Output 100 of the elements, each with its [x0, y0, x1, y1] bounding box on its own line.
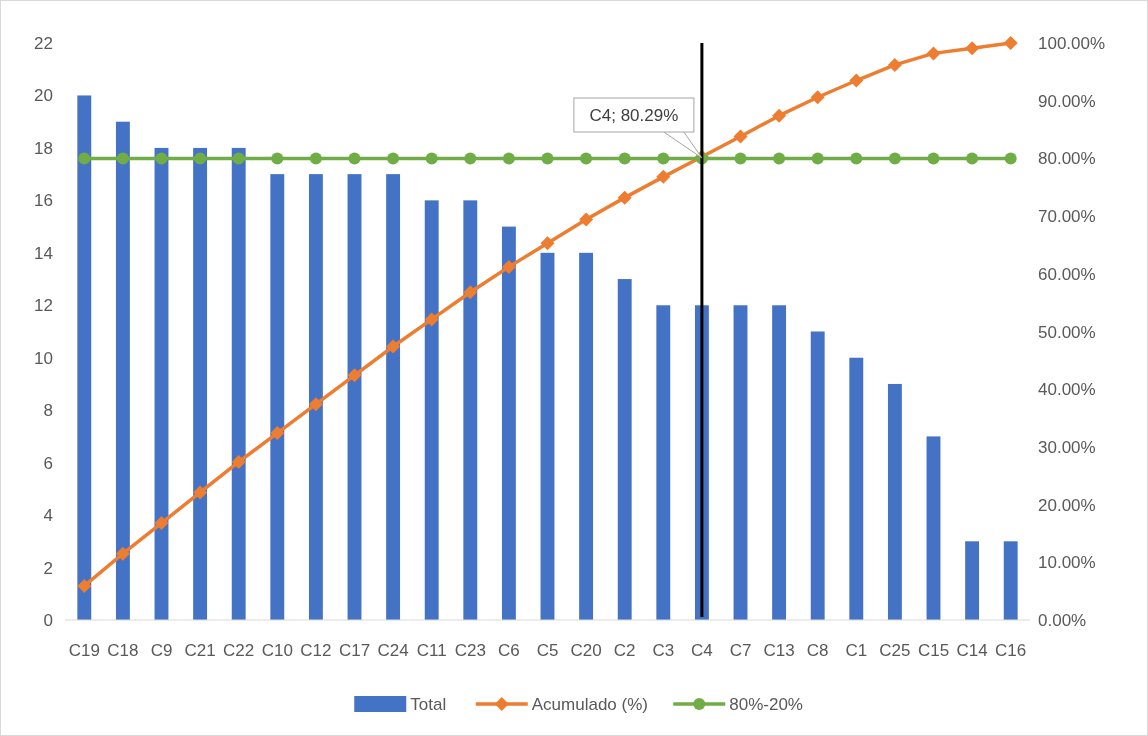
point — [231, 454, 246, 469]
y2-tick-label: 100.00% — [1038, 34, 1106, 53]
point — [502, 152, 515, 165]
bar — [733, 305, 748, 620]
y2-tick-label: 0.00% — [1038, 611, 1087, 630]
point — [424, 312, 439, 327]
point — [888, 152, 901, 165]
x-tick-label: C18 — [107, 641, 139, 660]
bar — [540, 252, 555, 620]
point — [811, 152, 824, 165]
y-tick-label: 20 — [34, 86, 53, 106]
bar — [115, 121, 130, 620]
y2-tick-label: 50.00% — [1038, 322, 1096, 342]
point — [77, 578, 92, 593]
legend-label: Total — [410, 695, 447, 714]
bar — [926, 436, 941, 620]
point — [926, 46, 941, 61]
point — [887, 57, 902, 72]
bar — [617, 279, 632, 620]
bar — [772, 305, 787, 620]
point — [193, 485, 208, 500]
x-tick-label: C23 — [454, 641, 486, 660]
point — [850, 152, 863, 165]
point — [271, 152, 284, 165]
y-tick-label: 4 — [43, 506, 53, 526]
x-tick-label: C22 — [223, 641, 255, 660]
y2-tick-label: 20.00% — [1038, 495, 1096, 515]
point — [656, 169, 671, 184]
x-tick-label: C8 — [806, 641, 829, 660]
y2-tick-label: 60.00% — [1038, 264, 1096, 284]
y-tick-label: 10 — [34, 348, 53, 368]
point — [657, 152, 670, 165]
x-tick-label: C25 — [879, 641, 911, 660]
x-tick-label: C15 — [917, 641, 950, 660]
x-tick-label: C24 — [377, 641, 409, 660]
bar — [463, 200, 478, 620]
point — [309, 152, 322, 165]
y-tick-label: 14 — [34, 243, 53, 263]
bar — [424, 200, 439, 620]
x-tick-label: C12 — [300, 641, 332, 660]
point — [463, 285, 478, 300]
x-tick-label: C19 — [68, 641, 100, 660]
point — [115, 546, 130, 561]
x-tick-label: C9 — [150, 641, 173, 660]
y2-tick-label: 80.00% — [1038, 149, 1096, 169]
x-tick-label: C11 — [416, 641, 447, 660]
point — [541, 152, 554, 165]
point — [501, 259, 516, 274]
y2-tick-label: 40.00% — [1038, 380, 1096, 400]
point — [617, 190, 632, 205]
point — [154, 516, 169, 531]
point — [1003, 36, 1018, 50]
x-tick-label: C4 — [691, 641, 713, 660]
bar — [386, 174, 401, 620]
point — [927, 152, 940, 165]
point — [425, 152, 438, 165]
bar — [77, 95, 92, 620]
y2-tick-label: 30.00% — [1038, 437, 1096, 457]
point — [734, 152, 747, 165]
point — [733, 129, 748, 144]
point — [116, 152, 129, 165]
y-tick-label: 16 — [34, 191, 53, 211]
x-tick-label: C5 — [536, 641, 559, 660]
y-tick-label: 2 — [43, 558, 53, 578]
bar — [308, 174, 323, 620]
point — [1004, 152, 1017, 165]
point — [965, 41, 980, 56]
point — [232, 152, 245, 165]
bar — [154, 147, 169, 620]
point — [966, 152, 979, 165]
point — [773, 152, 786, 165]
bar — [965, 541, 980, 620]
bar — [501, 226, 516, 620]
point — [155, 152, 168, 165]
bar — [579, 252, 594, 620]
y2-tick-label: 70.00% — [1038, 207, 1096, 227]
y-tick-label: 8 — [43, 401, 53, 421]
y-tick-label: 0 — [43, 611, 53, 630]
point — [348, 152, 361, 165]
point — [540, 236, 555, 251]
bar — [656, 305, 671, 620]
x-tick-label: C16 — [995, 641, 1027, 660]
point — [579, 212, 594, 227]
bar — [810, 331, 825, 620]
x-tick-label: C13 — [763, 641, 795, 660]
x-tick-label: C2 — [613, 641, 636, 660]
x-tick-label: C21 — [184, 641, 216, 660]
point — [386, 339, 401, 354]
x-tick-label: C17 — [338, 641, 371, 660]
y2-tick-label: 90.00% — [1038, 91, 1096, 111]
bar — [347, 174, 362, 620]
annotation: C4; 80.29% — [589, 106, 679, 125]
x-tick-label: C7 — [729, 641, 752, 660]
y-tick-label: 6 — [43, 453, 53, 473]
x-tick-label: C1 — [845, 641, 868, 660]
point — [618, 152, 631, 165]
legend-label: Acumulado (%) — [531, 695, 648, 714]
point — [270, 426, 285, 441]
bar — [1003, 541, 1018, 620]
y-tick-label: 12 — [34, 296, 53, 316]
